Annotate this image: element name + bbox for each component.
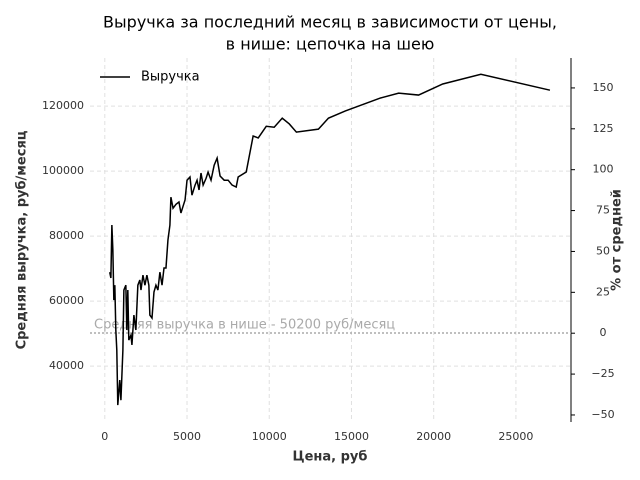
y2-axis-label: % от средней — [610, 189, 625, 291]
chart-title: в нише: цепочка на шею — [226, 35, 435, 54]
x-tick-label: 20000 — [416, 430, 451, 443]
annotation: Средняя выручка в нише - 50200 руб/месяц — [94, 317, 395, 332]
legend-label: Выручка — [141, 70, 200, 85]
y-tick-label: 40000 — [49, 359, 84, 372]
y2-tick-label: 25 — [596, 285, 610, 298]
x-tick-label: 25000 — [498, 430, 533, 443]
y-tick-label: 120000 — [42, 99, 84, 112]
y-tick-label: 80000 — [49, 229, 84, 242]
x-tick-label: 0 — [101, 430, 108, 443]
x-axis-label: Цена, руб — [293, 450, 368, 465]
x-tick-label: 15000 — [334, 430, 369, 443]
line-series — [108, 73, 551, 406]
y-tick-label: 100000 — [42, 164, 84, 177]
y2-tick-label: 75 — [596, 204, 610, 217]
y2-tick-label: −50 — [591, 408, 614, 421]
y2-tick-label: 150 — [593, 81, 614, 94]
y-tick-label: 60000 — [49, 294, 84, 307]
y2-tick-label: 0 — [600, 326, 607, 339]
y2-tick-label: −25 — [591, 367, 614, 380]
y2-tick-label: 100 — [593, 163, 614, 176]
y2-tick-label: 125 — [593, 122, 614, 135]
chart-title: Выручка за последний месяц в зависимости… — [103, 13, 557, 32]
y2-tick-label: 50 — [596, 244, 610, 257]
x-tick-label: 5000 — [173, 430, 201, 443]
x-tick-label: 10000 — [252, 430, 287, 443]
y-axis-label: Средняя выручка, руб/месяц — [15, 130, 30, 349]
